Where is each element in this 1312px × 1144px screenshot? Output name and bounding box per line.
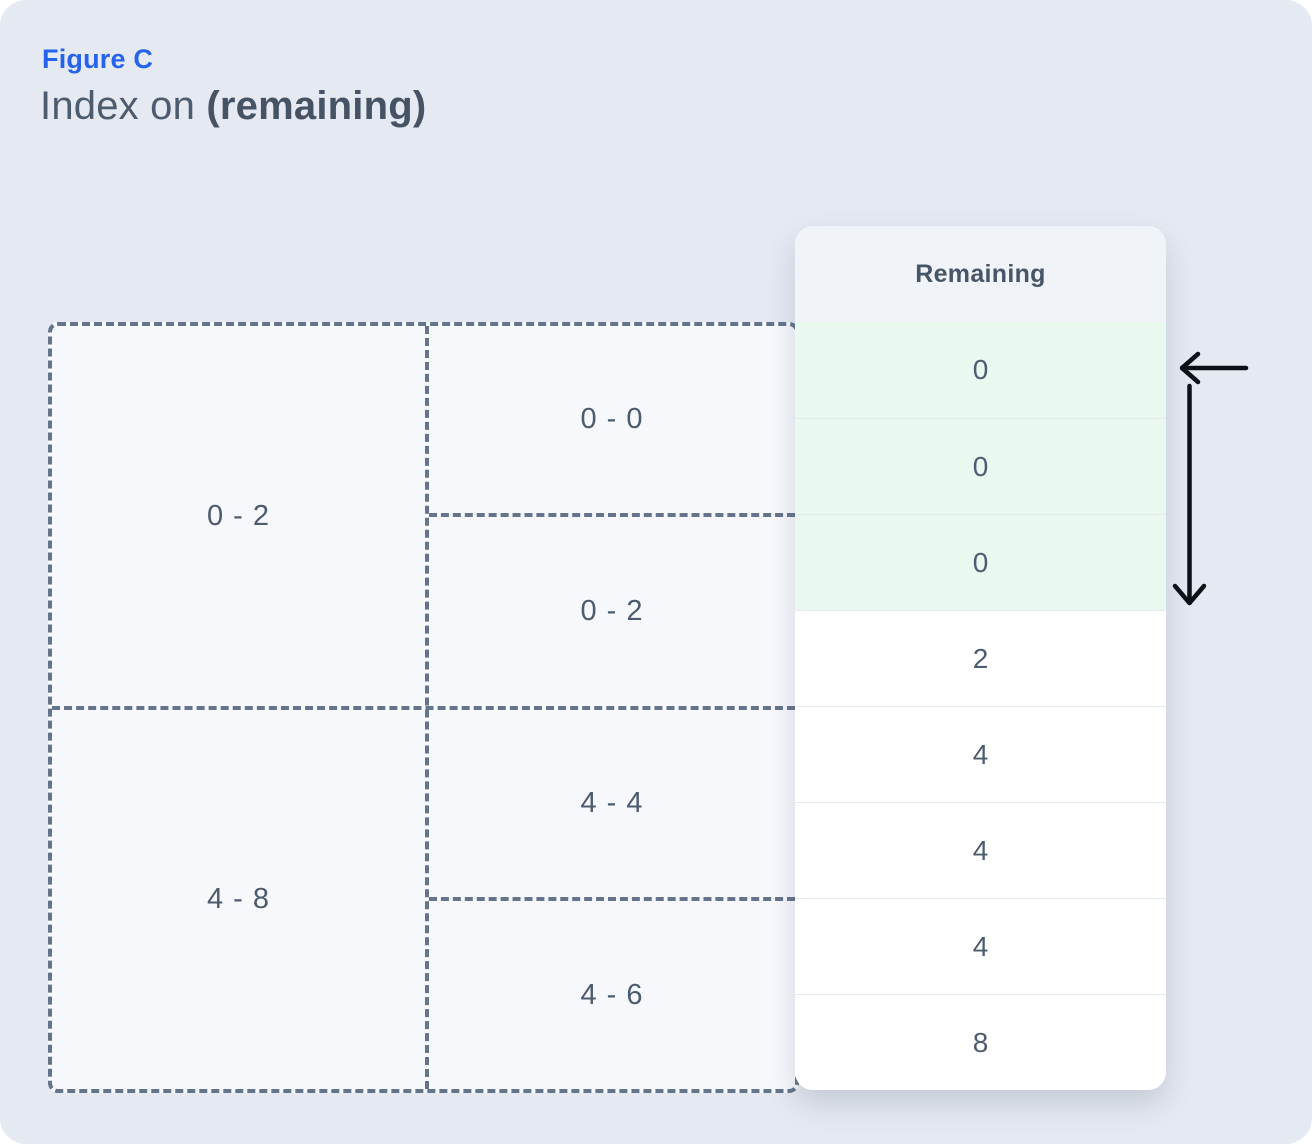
table-row: 4	[795, 706, 1166, 802]
table-row: 4	[795, 802, 1166, 898]
table-row: 8	[795, 994, 1166, 1090]
cell-value: 4	[972, 930, 989, 962]
table-row: 0	[795, 514, 1166, 610]
arrow-down-icon	[1172, 383, 1207, 606]
cell-value: 4	[972, 834, 989, 866]
leaf-range-0-0: 0 - 0	[580, 403, 644, 435]
table-row: 0	[795, 418, 1166, 514]
cell-value: 8	[972, 1026, 989, 1058]
figure-label: Figure C	[42, 44, 154, 74]
leaf-range-4-4: 4 - 4	[580, 787, 644, 819]
column-header: Remaining	[795, 226, 1166, 322]
table-row: 0	[795, 322, 1166, 418]
root-range-4-8: 4 - 8	[206, 883, 271, 915]
arrow-left-icon	[1179, 351, 1249, 385]
cell-value: 0	[972, 450, 989, 482]
cell-value: 2	[972, 642, 989, 674]
cell-value: 0	[972, 354, 989, 385]
root-range-0-2: 0 - 2	[206, 499, 271, 532]
scan-annotation	[1172, 351, 1249, 606]
cell-value: 4	[972, 738, 989, 770]
root-range-divider	[52, 706, 795, 710]
table-row: 4	[795, 898, 1166, 994]
leaf-range-4-6: 4 - 6	[580, 978, 644, 1011]
leaf-range-0-2: 0 - 2	[580, 595, 644, 627]
figure-title: Index on (remaining)	[40, 84, 426, 129]
leaf-range-divider-bottom	[429, 897, 795, 901]
figure-title-bold: (remaining)	[206, 84, 427, 128]
cell-value: 0	[972, 546, 989, 578]
remaining-column-card: Remaining 0 0 0 2 4 4 4 8	[795, 226, 1166, 1090]
leaf-range-divider-top	[429, 513, 795, 517]
table-rows: 0 0 0 2 4 4 4 8	[795, 322, 1166, 1090]
figure-title-regular: Index on	[40, 84, 196, 128]
table-row: 2	[795, 610, 1166, 706]
